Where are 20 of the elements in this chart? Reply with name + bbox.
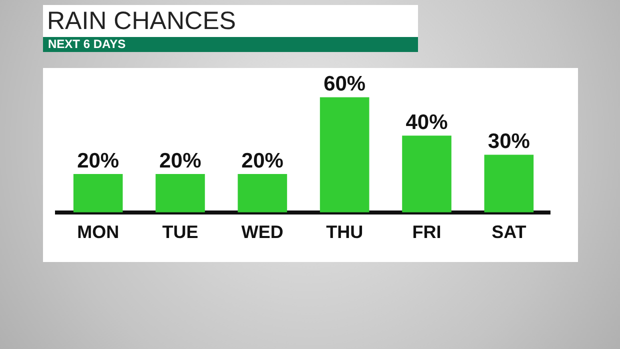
bar [320, 97, 370, 212]
x-tick-label: SAT [492, 222, 526, 242]
data-label: 60% [324, 72, 366, 96]
data-label: 20% [77, 149, 120, 172]
bar [238, 174, 288, 212]
data-label: 20% [159, 149, 202, 172]
chart-title: RAIN CHANCES [43, 5, 418, 37]
x-tick-label: TUE [162, 222, 198, 242]
data-label: 20% [241, 149, 284, 172]
bar [484, 154, 534, 212]
x-tick-label: FRI [412, 222, 442, 242]
bar [73, 174, 123, 212]
data-label: 40% [406, 110, 448, 134]
bar [156, 174, 205, 212]
x-tick-label: MON [77, 222, 120, 242]
bar [402, 136, 452, 212]
x-tick-label: WED [241, 222, 284, 242]
x-tick-label: THU [326, 222, 364, 242]
chart-subtitle: NEXT 6 DAYS [43, 37, 418, 52]
data-label: 30% [488, 130, 530, 154]
